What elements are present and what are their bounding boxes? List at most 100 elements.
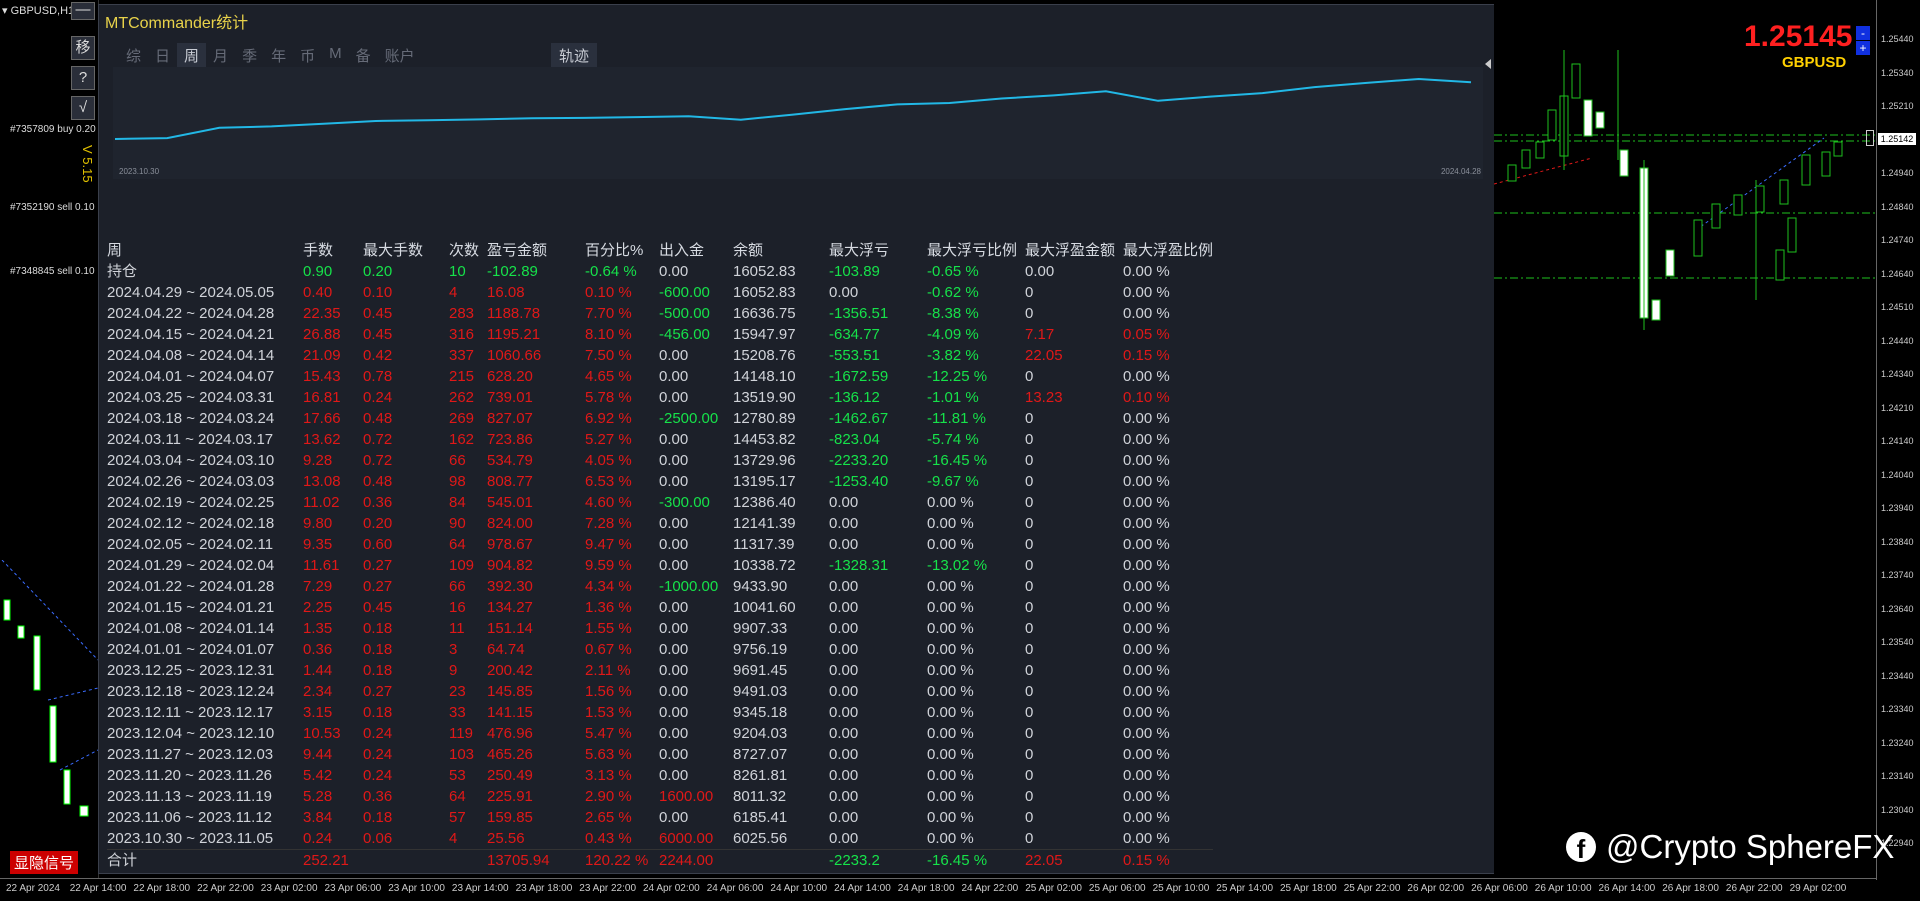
table-cell: 1060.66 xyxy=(487,347,542,364)
toggle-signal-button[interactable]: 显隐信号 xyxy=(10,851,79,874)
dropdown-icon[interactable]: ▾ xyxy=(2,5,11,17)
table-cell: 4 xyxy=(449,284,458,301)
table-cell: 0.06 xyxy=(363,830,393,847)
tab-track[interactable]: 轨迹 xyxy=(551,43,598,68)
table-cell: 0.00 % xyxy=(1123,599,1170,616)
price-axis[interactable]: 1.254401.253401.252101.250801.249401.248… xyxy=(1876,0,1920,880)
table-cell: 7.29 xyxy=(303,578,333,595)
table-cell: 9433.90 xyxy=(733,578,788,595)
table-cell: 739.01 xyxy=(487,389,533,406)
table-cell: 9.59 % xyxy=(585,557,632,574)
table-cell: 0.00 xyxy=(829,620,859,637)
table-cell: 0.15 % xyxy=(1123,347,1170,364)
left-chart[interactable]: ▾ GBPUSD,H1 — 移 ? √ V 5.15 #7357809 buy … xyxy=(0,0,99,880)
table-cell: 0.48 xyxy=(363,473,393,490)
time-axis[interactable]: 22 Apr 2024 22 Apr 14:00 22 Apr 18:00 22 Ap… xyxy=(0,878,1876,901)
table-cell: 1195.21 xyxy=(487,326,541,343)
table-cell: 0 xyxy=(1025,305,1034,322)
table-cell: 2024.01.29 ~ 2024.02.04 xyxy=(107,557,275,574)
table-cell: -3.82 % xyxy=(927,347,979,364)
table-row: 2024.01.22 ~ 2024.01.28 7.29 0.27 66 392.30 4… xyxy=(107,576,1213,597)
move-button[interactable]: 移 xyxy=(71,36,95,60)
table-cell: 151.14 xyxy=(487,620,533,637)
table-cell: 12386.40 xyxy=(733,494,796,511)
table-cell: -1.01 % xyxy=(927,389,979,406)
tab-item[interactable]: 账户 xyxy=(384,48,415,65)
table-cell: 2024.04.08 ~ 2024.04.14 xyxy=(107,347,275,364)
time-tick: 24 Apr 18:00 xyxy=(897,883,955,894)
tab-item[interactable]: 综 xyxy=(126,48,142,65)
plus-button[interactable]: + xyxy=(1856,41,1870,55)
time-tick: 23 Apr 02:00 xyxy=(260,883,318,894)
table-cell: 16052.83 xyxy=(733,284,796,301)
table-cell: 0 xyxy=(1025,620,1034,637)
price-tick: 1.24640 xyxy=(1881,268,1914,279)
table-cell: 0.00 xyxy=(829,683,859,700)
tab-item[interactable]: 日 xyxy=(155,48,171,65)
symbol-label[interactable]: ▾ GBPUSD,H1 xyxy=(2,5,75,17)
table-cell: 0.00 % xyxy=(1123,410,1170,427)
table-cell: 22.05 xyxy=(1025,347,1063,364)
table-cell: -103.89 xyxy=(829,263,880,280)
minus-button[interactable]: - xyxy=(1856,26,1870,40)
tab-item[interactable]: 月 xyxy=(213,48,229,65)
check-button[interactable]: √ xyxy=(71,96,95,120)
tab-item[interactable]: 季 xyxy=(242,48,258,65)
table-cell: 0.00 xyxy=(659,452,689,469)
help-button[interactable]: ? xyxy=(71,66,95,90)
table-cell: 8261.81 xyxy=(733,767,788,784)
table-cell: 0.05 % xyxy=(1123,326,1170,343)
order-label[interactable]: #7348845 sell 0.10 xyxy=(10,266,95,277)
tab-item[interactable]: M xyxy=(329,45,342,62)
table-cell: 0.48 xyxy=(363,410,393,427)
table-cell: 0.00 xyxy=(829,662,859,679)
table-cell: 0.45 xyxy=(363,305,393,322)
table-cell: -1462.67 xyxy=(829,410,889,427)
right-price-chart[interactable] xyxy=(1493,0,1876,880)
tab-item[interactable]: 币 xyxy=(300,48,316,65)
table-cell: 2024.02.19 ~ 2024.02.25 xyxy=(107,494,275,511)
table-cell: 0 xyxy=(1025,746,1034,763)
expand-arrow-icon[interactable] xyxy=(1485,59,1491,69)
table-cell: 0.00 % xyxy=(1123,263,1170,280)
minimize-button[interactable]: — xyxy=(71,2,95,20)
column-header: 最大浮盈比例 xyxy=(1123,241,1214,259)
table-cell: 13729.96 xyxy=(733,452,796,469)
column-header: 最大手数 xyxy=(363,241,424,259)
time-tick: 23 Apr 06:00 xyxy=(324,883,382,894)
table-cell: 9.80 xyxy=(303,515,333,532)
order-label[interactable]: #7352190 sell 0.10 xyxy=(10,202,95,213)
total-cell xyxy=(733,849,829,871)
table-cell: 9204.03 xyxy=(733,725,788,742)
table-cell: 0.00 xyxy=(829,599,859,616)
table-cell: 0.00 % xyxy=(1123,725,1170,742)
table-cell: 0.18 xyxy=(363,662,393,679)
table-cell: 12780.89 xyxy=(733,410,796,427)
table-cell: 0 xyxy=(1025,473,1034,490)
table-cell: -600.00 xyxy=(659,284,710,301)
table-row: 2024.04.22 ~ 2024.04.28 22.35 0.45 283 1188.… xyxy=(107,303,1213,324)
time-tick: 23 Apr 22:00 xyxy=(579,883,637,894)
column-header: 次数 xyxy=(449,241,480,259)
table-cell: 3.84 xyxy=(303,809,333,826)
time-tick: 22 Apr 14:00 xyxy=(69,883,127,894)
table-cell: 0.00 xyxy=(829,809,859,826)
table-cell: 84 xyxy=(449,494,466,511)
table-cell: 145.85 xyxy=(487,683,533,700)
table-cell: 6000.00 xyxy=(659,830,714,847)
table-cell: 0.24 xyxy=(363,389,393,406)
order-label[interactable]: #7357809 buy 0.20 xyxy=(10,124,96,135)
tab-item[interactable]: 备 xyxy=(355,48,371,65)
table-cell: 316 xyxy=(449,326,475,343)
table-cell: 0.00 % xyxy=(1123,536,1170,553)
table-row: 2024.04.08 ~ 2024.04.14 21.09 0.42 337 1060.… xyxy=(107,345,1213,366)
table-cell: 1.53 % xyxy=(585,704,632,721)
table-cell: 0.27 xyxy=(363,683,393,700)
table-cell: 225.91 xyxy=(487,788,533,805)
tab-item[interactable]: 周 xyxy=(177,43,207,68)
tab-item[interactable]: 年 xyxy=(271,48,287,65)
table-cell: -1000.00 xyxy=(659,578,719,595)
table-cell: 11 xyxy=(449,620,465,637)
table-cell: 9907.33 xyxy=(733,620,788,637)
table-row: 2024.02.26 ~ 2024.03.03 13.08 0.48 98 808.77… xyxy=(107,471,1213,492)
